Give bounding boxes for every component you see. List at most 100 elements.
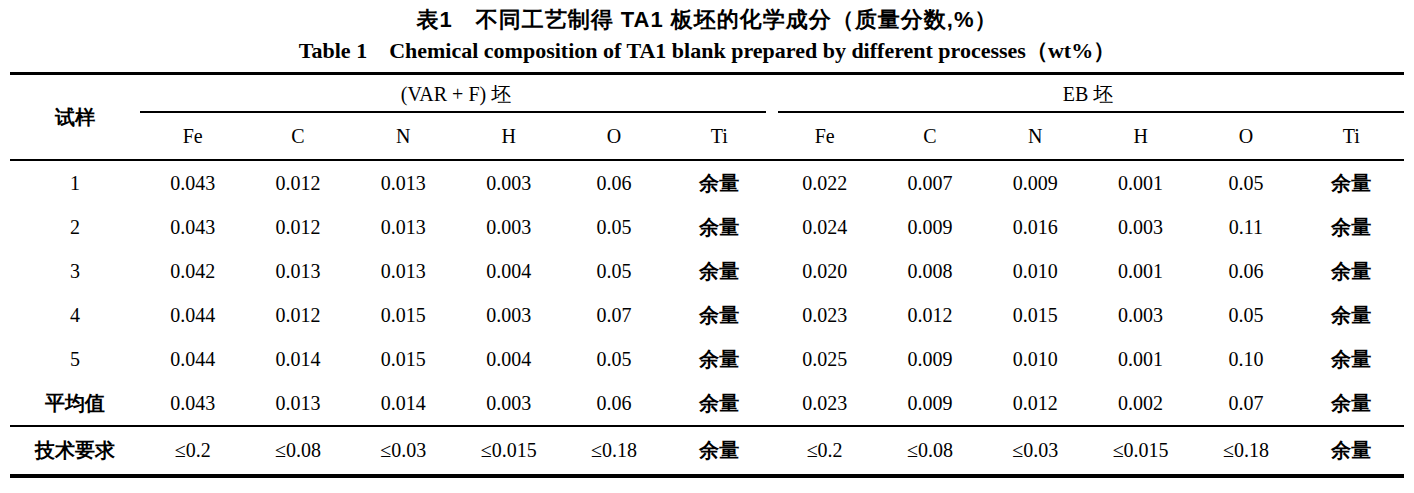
composition-value: 余量 (1299, 249, 1404, 293)
composition-value: ≤0.2 (772, 426, 877, 476)
sample-column-header: 试样 (10, 74, 140, 161)
composition-value: 0.025 (772, 337, 877, 381)
composition-value: 0.012 (245, 160, 350, 205)
row-label: 4 (10, 293, 140, 337)
composition-value: ≤0.015 (456, 426, 561, 476)
composition-value: 0.012 (983, 381, 1088, 426)
composition-value: 0.009 (877, 205, 982, 249)
composition-value: 0.003 (456, 160, 561, 205)
composition-value: 0.007 (877, 160, 982, 205)
composition-value: 0.003 (456, 381, 561, 426)
table-row: 20.0430.0120.0130.0030.05余量0.0240.0090.0… (10, 205, 1404, 249)
composition-table: 试样 (VAR + F) 坯 EB 坯 Fe C N H O Ti Fe C N… (10, 72, 1404, 478)
element-header-ti: Ti (1299, 113, 1404, 160)
composition-value: 0.043 (140, 205, 245, 249)
composition-value: 0.013 (351, 160, 456, 205)
element-header-fe: Fe (140, 113, 245, 160)
composition-value: 0.05 (561, 249, 666, 293)
composition-value: 0.022 (772, 160, 877, 205)
table-row: 10.0430.0120.0130.0030.06余量0.0220.0070.0… (10, 160, 1404, 205)
composition-value: 0.05 (561, 337, 666, 381)
composition-value: 0.043 (140, 381, 245, 426)
composition-value: 0.07 (561, 293, 666, 337)
composition-value: 0.013 (351, 249, 456, 293)
row-label: 2 (10, 205, 140, 249)
element-header-n: N (351, 113, 456, 160)
composition-value: 余量 (667, 293, 772, 337)
table-title-zh: 表1 不同工艺制得 TA1 板坯的化学成分（质量分数,%） (10, 6, 1404, 35)
composition-value: 0.06 (1193, 249, 1298, 293)
table-titles: 表1 不同工艺制得 TA1 板坯的化学成分（质量分数,%） Table 1 Ch… (10, 6, 1404, 65)
row-label: 1 (10, 160, 140, 205)
element-header-c: C (245, 113, 350, 160)
composition-value: 0.015 (983, 293, 1088, 337)
composition-value: 0.008 (877, 249, 982, 293)
composition-value: 余量 (1299, 205, 1404, 249)
composition-value: 0.004 (456, 249, 561, 293)
element-header-h: H (1088, 113, 1193, 160)
element-header-ti: Ti (667, 113, 772, 160)
composition-value: 0.013 (351, 205, 456, 249)
composition-value: 余量 (667, 205, 772, 249)
composition-value: 0.042 (140, 249, 245, 293)
composition-value: 0.05 (1193, 293, 1298, 337)
composition-value: 0.10 (1193, 337, 1298, 381)
composition-value: ≤0.03 (983, 426, 1088, 476)
composition-value: 0.023 (772, 381, 877, 426)
composition-value: 0.010 (983, 337, 1088, 381)
composition-value: 0.11 (1193, 205, 1298, 249)
table-row: 30.0420.0130.0130.0040.05余量0.0200.0080.0… (10, 249, 1404, 293)
composition-value: 余量 (1299, 381, 1404, 426)
composition-value: 0.020 (772, 249, 877, 293)
composition-value: 余量 (1299, 337, 1404, 381)
composition-value: 0.07 (1193, 381, 1298, 426)
spec-requirement-row: 技术要求≤0.2≤0.08≤0.03≤0.015≤0.18余量≤0.2≤0.08… (10, 426, 1404, 476)
composition-value: 0.044 (140, 293, 245, 337)
composition-value: 0.014 (245, 337, 350, 381)
composition-value: ≤0.08 (877, 426, 982, 476)
element-header-o: O (561, 113, 666, 160)
composition-value: 余量 (1299, 293, 1404, 337)
composition-value: 0.044 (140, 337, 245, 381)
table-body: 10.0430.0120.0130.0030.06余量0.0220.0070.0… (10, 160, 1404, 476)
composition-value: 0.002 (1088, 381, 1193, 426)
table-title-en: Table 1 Chemical composition of TA1 blan… (10, 37, 1404, 66)
composition-value: 余量 (667, 337, 772, 381)
composition-value: 0.013 (245, 381, 350, 426)
composition-value: 0.001 (1088, 249, 1193, 293)
paper-table-figure: 表1 不同工艺制得 TA1 板坯的化学成分（质量分数,%） Table 1 Ch… (0, 0, 1414, 493)
composition-value: 0.016 (983, 205, 1088, 249)
group-header-eb: EB 坯 (772, 74, 1404, 114)
composition-value: 0.043 (140, 160, 245, 205)
group-header-var-f: (VAR + F) 坯 (140, 74, 772, 114)
composition-value: 0.012 (877, 293, 982, 337)
composition-value: ≤0.08 (245, 426, 350, 476)
table-row: 50.0440.0140.0150.0040.05余量0.0250.0090.0… (10, 337, 1404, 381)
composition-value: 0.001 (1088, 337, 1193, 381)
row-label: 5 (10, 337, 140, 381)
composition-value: 0.003 (1088, 205, 1193, 249)
element-header-fe: Fe (772, 113, 877, 160)
element-header-h: H (456, 113, 561, 160)
composition-value: ≤0.18 (1193, 426, 1298, 476)
element-header-c: C (877, 113, 982, 160)
composition-value: 0.024 (772, 205, 877, 249)
group-header-row: 试样 (VAR + F) 坯 EB 坯 (10, 74, 1404, 114)
composition-value: 余量 (1299, 426, 1404, 476)
composition-value: 0.014 (351, 381, 456, 426)
composition-value: 0.010 (983, 249, 1088, 293)
composition-value: 0.023 (772, 293, 877, 337)
composition-value: 0.003 (1088, 293, 1193, 337)
element-header-row: Fe C N H O Ti Fe C N H O Ti (10, 113, 1404, 160)
composition-value: 0.015 (351, 337, 456, 381)
composition-value: 0.009 (877, 337, 982, 381)
composition-value: 0.06 (561, 160, 666, 205)
composition-value: 余量 (667, 249, 772, 293)
composition-value: 0.001 (1088, 160, 1193, 205)
composition-value: 0.015 (351, 293, 456, 337)
composition-value: 0.003 (456, 205, 561, 249)
composition-value: 0.05 (561, 205, 666, 249)
composition-value: ≤0.18 (561, 426, 666, 476)
composition-value: 0.012 (245, 293, 350, 337)
composition-value: ≤0.015 (1088, 426, 1193, 476)
